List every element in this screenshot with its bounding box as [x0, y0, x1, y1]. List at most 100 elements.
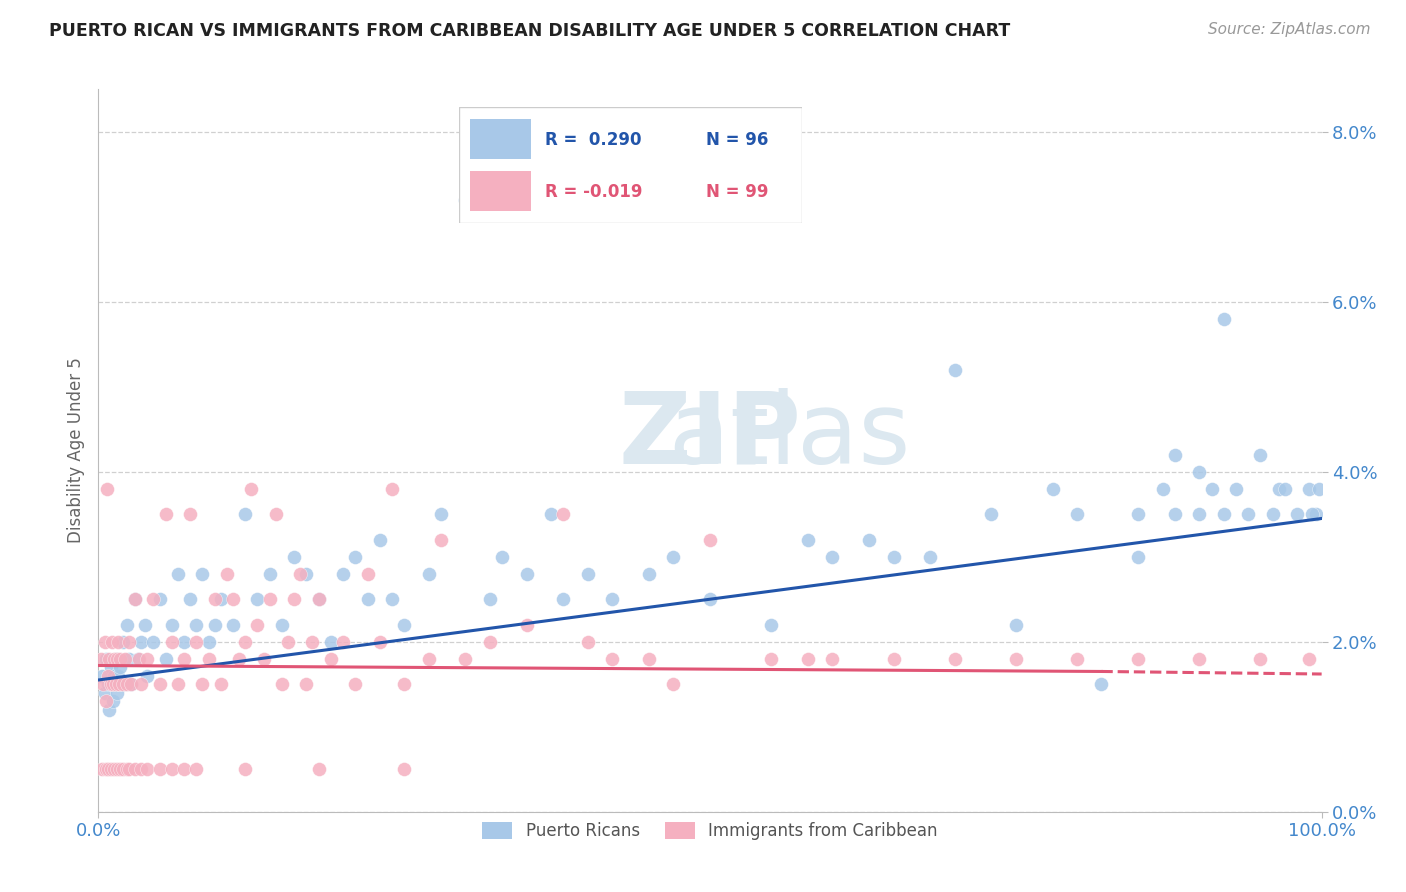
Point — [136, 762, 159, 776]
Point — [233, 634, 256, 648]
Point — [1201, 482, 1223, 496]
Point — [111, 762, 134, 776]
Point — [114, 677, 136, 691]
Point — [943, 651, 966, 665]
Point — [167, 677, 190, 691]
Point — [821, 549, 844, 564]
Point — [124, 592, 146, 607]
Point — [1308, 482, 1330, 496]
Point — [103, 651, 125, 665]
Point — [97, 669, 120, 683]
Point — [264, 507, 287, 521]
Point — [115, 762, 138, 776]
Point — [215, 566, 238, 581]
Point — [821, 651, 844, 665]
Point — [105, 686, 128, 700]
Point — [101, 634, 124, 648]
Point — [883, 549, 905, 564]
Point — [1128, 549, 1150, 564]
Point — [553, 592, 575, 607]
Point — [127, 651, 149, 665]
Point — [1004, 651, 1026, 665]
Point — [277, 634, 299, 648]
Point — [1164, 507, 1187, 521]
Point — [114, 651, 136, 665]
Point — [118, 651, 141, 665]
Point — [1188, 465, 1211, 479]
Point — [1298, 651, 1320, 665]
Point — [1250, 448, 1272, 462]
Point — [115, 677, 138, 691]
Point — [1301, 507, 1323, 521]
Point — [179, 507, 201, 521]
Point — [761, 651, 783, 665]
Point — [252, 651, 274, 665]
Point — [118, 762, 141, 776]
Point — [96, 482, 118, 496]
Point — [943, 362, 966, 376]
Point — [197, 651, 219, 665]
Point — [111, 634, 134, 648]
Point — [454, 193, 477, 207]
Point — [283, 592, 305, 607]
Point — [160, 634, 183, 648]
Point — [173, 762, 195, 776]
Point — [516, 566, 538, 581]
Point — [142, 592, 165, 607]
Point — [576, 566, 599, 581]
Point — [1261, 507, 1284, 521]
Point — [290, 566, 312, 581]
Point — [160, 617, 183, 632]
Point — [301, 634, 323, 648]
Point — [270, 617, 294, 632]
Point — [94, 651, 117, 665]
Point — [858, 533, 880, 547]
Point — [186, 634, 208, 648]
Point — [540, 507, 562, 521]
Point — [356, 592, 378, 607]
Point — [222, 592, 245, 607]
Point — [553, 507, 575, 521]
Point — [1225, 482, 1247, 496]
Point — [319, 634, 342, 648]
Point — [430, 507, 453, 521]
Text: PUERTO RICAN VS IMMIGRANTS FROM CARIBBEAN DISABILITY AGE UNDER 5 CORRELATION CHA: PUERTO RICAN VS IMMIGRANTS FROM CARIBBEA… — [49, 22, 1011, 40]
Point — [228, 651, 250, 665]
Point — [308, 592, 330, 607]
Point — [186, 617, 208, 632]
Point — [516, 617, 538, 632]
Point — [129, 762, 152, 776]
Point — [1188, 651, 1211, 665]
Legend: Puerto Ricans, Immigrants from Caribbean: Puerto Ricans, Immigrants from Caribbean — [475, 815, 945, 847]
Point — [1004, 617, 1026, 632]
Point — [332, 566, 354, 581]
Point — [662, 677, 685, 691]
Point — [160, 762, 183, 776]
Point — [233, 507, 256, 521]
Point — [454, 651, 477, 665]
Point — [173, 651, 195, 665]
Point — [93, 686, 115, 700]
Point — [91, 677, 114, 691]
Point — [108, 677, 131, 691]
Point — [142, 634, 165, 648]
Point — [381, 482, 404, 496]
Point — [1274, 482, 1296, 496]
Point — [155, 507, 177, 521]
Point — [105, 651, 128, 665]
Point — [576, 634, 599, 648]
Point — [111, 677, 134, 691]
Point — [167, 566, 190, 581]
Point — [101, 694, 124, 708]
Point — [430, 533, 453, 547]
Point — [1286, 507, 1309, 521]
Point — [1305, 507, 1327, 521]
Point — [104, 677, 127, 691]
Point — [197, 634, 219, 648]
Point — [418, 651, 440, 665]
Text: atlas: atlas — [510, 387, 910, 484]
Point — [90, 651, 112, 665]
Point — [98, 703, 121, 717]
Point — [105, 762, 128, 776]
Point — [118, 634, 141, 648]
